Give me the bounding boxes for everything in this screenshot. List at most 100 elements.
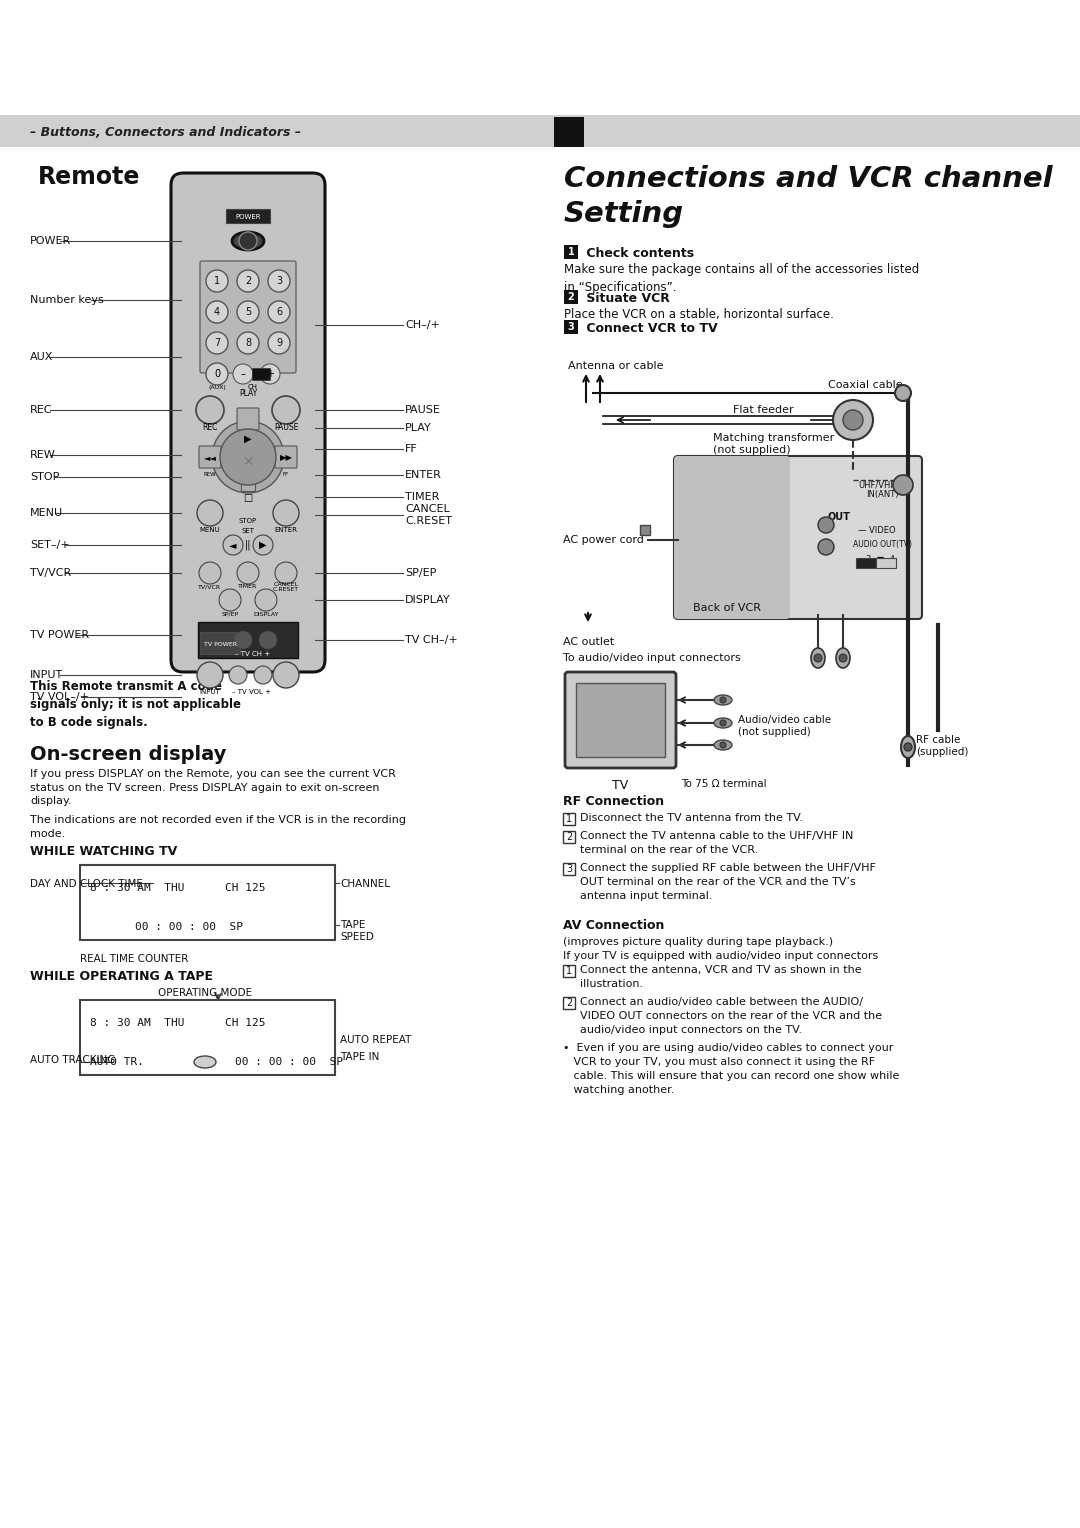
Text: Connect the supplied RF cable between the UHF/VHF: Connect the supplied RF cable between th… <box>580 863 876 872</box>
Bar <box>640 526 650 535</box>
Circle shape <box>255 588 276 611</box>
Circle shape <box>237 270 259 292</box>
Circle shape <box>222 535 243 555</box>
Text: REAL TIME COUNTER: REAL TIME COUNTER <box>80 953 188 964</box>
Text: FF: FF <box>405 445 418 454</box>
Text: 1: 1 <box>214 277 220 286</box>
Text: Connect an audio/video cable between the AUDIO/: Connect an audio/video cable between the… <box>580 996 863 1007</box>
Circle shape <box>237 301 259 322</box>
Text: IN(ANT): IN(ANT) <box>866 490 899 500</box>
Circle shape <box>904 743 912 750</box>
Text: MENU: MENU <box>30 507 63 518</box>
Circle shape <box>268 270 291 292</box>
FancyBboxPatch shape <box>275 446 297 468</box>
Text: POWER: POWER <box>30 235 71 246</box>
Text: REC: REC <box>30 405 53 416</box>
Text: PAUSE: PAUSE <box>405 405 441 416</box>
Text: antenna input terminal.: antenna input terminal. <box>580 891 713 902</box>
Circle shape <box>268 301 291 322</box>
Bar <box>241 477 255 490</box>
Text: ▶: ▶ <box>244 434 252 445</box>
Circle shape <box>273 662 299 688</box>
Circle shape <box>239 232 257 251</box>
Circle shape <box>268 332 291 354</box>
Text: Antenna or cable: Antenna or cable <box>568 361 663 371</box>
Text: 00 : 00 : 00  SP: 00 : 00 : 00 SP <box>235 1057 343 1067</box>
Text: To 75 Ω terminal: To 75 Ω terminal <box>681 779 767 788</box>
Text: 3: 3 <box>275 277 282 286</box>
Circle shape <box>893 475 913 495</box>
Text: TIMER: TIMER <box>405 492 440 503</box>
Circle shape <box>843 410 863 429</box>
Text: TV/VCR: TV/VCR <box>199 585 221 590</box>
Text: 2: 2 <box>245 277 252 286</box>
Text: TAPE IN: TAPE IN <box>340 1051 379 1062</box>
Text: 1: 1 <box>566 814 572 824</box>
Bar <box>0 115 1080 147</box>
Text: CHANNEL: CHANNEL <box>340 879 390 889</box>
Bar <box>876 558 896 568</box>
Text: 0: 0 <box>214 368 220 379</box>
Text: RF Connection: RF Connection <box>563 795 664 808</box>
Text: Check contents: Check contents <box>582 248 694 260</box>
Text: AV Connection: AV Connection <box>563 918 664 932</box>
Text: watching another.: watching another. <box>563 1085 674 1096</box>
Text: DISPLAY: DISPLAY <box>405 594 450 605</box>
FancyBboxPatch shape <box>171 173 325 672</box>
Bar <box>226 209 270 223</box>
Circle shape <box>234 631 252 649</box>
Text: DISPLAY: DISPLAY <box>253 611 279 616</box>
Text: STOP: STOP <box>30 472 59 481</box>
Ellipse shape <box>811 648 825 668</box>
Text: 3  ■  4: 3 ■ 4 <box>866 555 895 564</box>
Text: If your TV is equipped with audio/video input connectors: If your TV is equipped with audio/video … <box>563 950 878 961</box>
Text: 2: 2 <box>568 292 575 303</box>
Text: 4: 4 <box>214 307 220 316</box>
Text: CANCEL
C.RESET: CANCEL C.RESET <box>405 504 453 526</box>
FancyBboxPatch shape <box>200 261 296 373</box>
Text: PLAY: PLAY <box>239 390 257 399</box>
Text: Connect the antenna, VCR and TV as shown in the: Connect the antenna, VCR and TV as shown… <box>580 966 862 975</box>
Text: SET: SET <box>242 529 255 533</box>
Circle shape <box>818 516 834 533</box>
Text: SET–/+: SET–/+ <box>30 539 69 550</box>
Bar <box>563 813 575 825</box>
FancyBboxPatch shape <box>199 446 221 468</box>
Text: POWER: POWER <box>235 214 260 220</box>
Text: Connections and VCR channel: Connections and VCR channel <box>564 165 1053 193</box>
Text: –: – <box>241 368 245 379</box>
Text: 2: 2 <box>566 833 572 842</box>
FancyBboxPatch shape <box>674 455 922 619</box>
Ellipse shape <box>232 232 264 251</box>
Bar <box>564 244 578 260</box>
Circle shape <box>197 662 222 688</box>
FancyBboxPatch shape <box>237 408 259 429</box>
Text: 2: 2 <box>566 998 572 1008</box>
Text: 9: 9 <box>275 338 282 348</box>
Circle shape <box>260 364 280 384</box>
Text: WHILE OPERATING A TAPE: WHILE OPERATING A TAPE <box>30 970 213 983</box>
Text: AC power cord: AC power cord <box>563 535 644 545</box>
Circle shape <box>814 654 822 662</box>
Text: audio/video input connectors on the TV.: audio/video input connectors on the TV. <box>580 1025 802 1034</box>
Text: 7: 7 <box>214 338 220 348</box>
Text: TAPE
SPEED: TAPE SPEED <box>340 920 374 943</box>
Bar <box>80 865 335 940</box>
Circle shape <box>206 270 228 292</box>
Text: AUTO TRACKING: AUTO TRACKING <box>30 1054 116 1065</box>
Text: •  Even if you are using audio/video cables to connect your: • Even if you are using audio/video cabl… <box>563 1044 893 1053</box>
Text: UHF/VHF: UHF/VHF <box>858 480 895 489</box>
Text: TV/VCR: TV/VCR <box>30 568 71 578</box>
Text: Remote: Remote <box>38 165 140 189</box>
Bar <box>252 368 270 380</box>
Text: cable. This will ensure that you can record one show while: cable. This will ensure that you can rec… <box>563 1071 900 1080</box>
Text: Back of VCR: Back of VCR <box>693 604 761 613</box>
Text: SP/EP: SP/EP <box>221 611 239 616</box>
Text: Situate VCR: Situate VCR <box>582 292 670 306</box>
Text: 6: 6 <box>275 307 282 316</box>
Ellipse shape <box>714 718 732 727</box>
Text: Place the VCR on a stable, horizontal surface.: Place the VCR on a stable, horizontal su… <box>564 309 834 321</box>
Text: Coaxial cable: Coaxial cable <box>828 380 903 390</box>
Text: CH–/+: CH–/+ <box>405 319 440 330</box>
Circle shape <box>273 500 299 526</box>
